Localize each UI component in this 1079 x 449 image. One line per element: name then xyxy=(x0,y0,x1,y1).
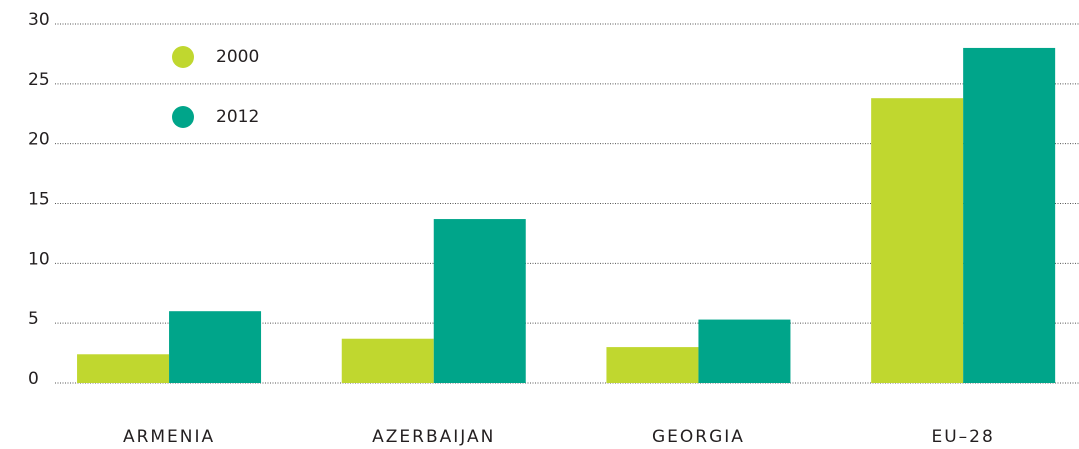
y-tick-label: 30 xyxy=(28,10,50,30)
x-tick-label: GEORGIA xyxy=(652,427,745,447)
y-tick-label: 15 xyxy=(28,190,50,210)
legend-swatch xyxy=(172,106,194,128)
bar xyxy=(606,347,699,383)
y-tick-label: 0 xyxy=(28,369,39,389)
y-tick-label: 25 xyxy=(28,70,50,90)
y-tick-label: 5 xyxy=(28,309,39,329)
legend-label: 2012 xyxy=(216,107,259,127)
bar xyxy=(341,338,434,383)
bar xyxy=(77,354,170,383)
x-tick-label: EU–28 xyxy=(931,427,994,447)
bar xyxy=(169,311,262,383)
y-tick-label: 10 xyxy=(28,249,50,269)
bar xyxy=(698,319,791,383)
bar xyxy=(433,219,526,383)
bar xyxy=(963,47,1056,383)
x-tick-label: ARMENIA xyxy=(123,427,215,447)
y-tick-label: 20 xyxy=(28,130,50,150)
legend-label: 2000 xyxy=(216,47,259,67)
bar xyxy=(871,98,964,384)
x-tick-label: AZERBAIJAN xyxy=(372,427,495,447)
legend-swatch xyxy=(172,46,194,68)
